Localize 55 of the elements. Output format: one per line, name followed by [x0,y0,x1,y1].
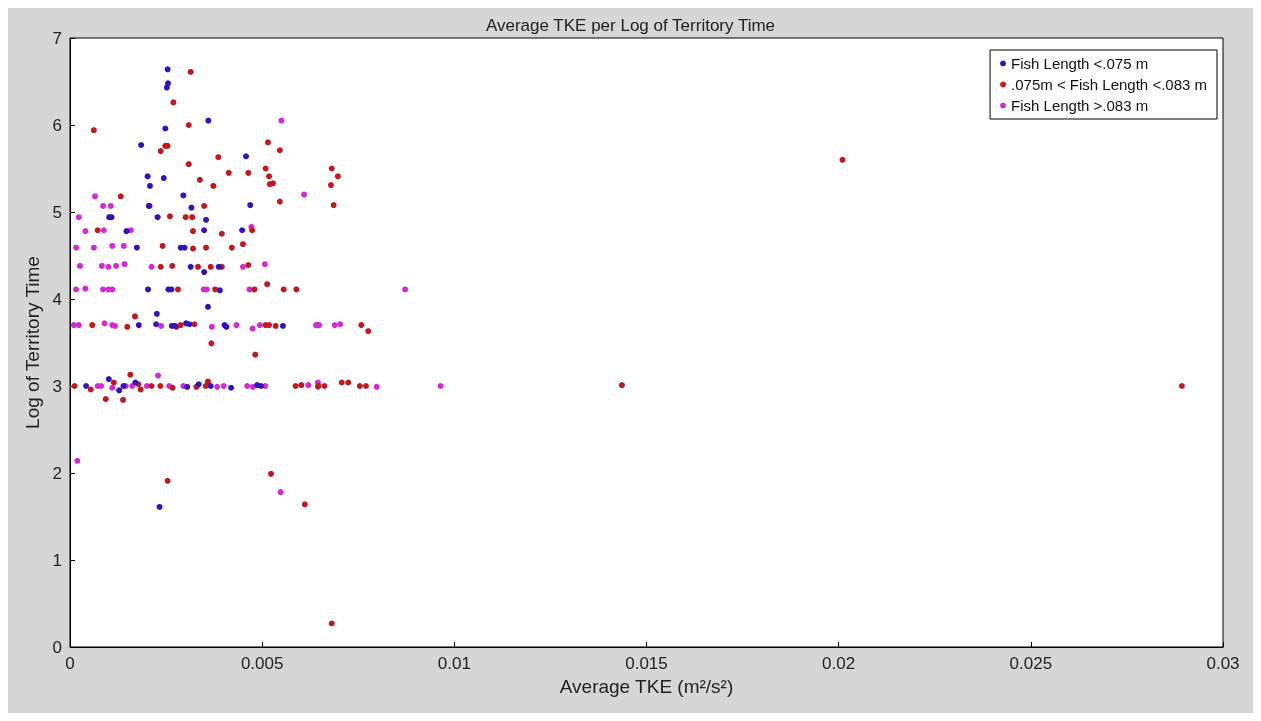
y-tick-label: 0 [52,637,62,657]
y-tick-label: 6 [52,115,62,135]
point [135,322,142,329]
point [146,182,153,189]
point [258,383,265,389]
point [205,117,212,124]
point [163,84,170,91]
point [187,263,194,270]
point [204,303,211,310]
y-axis-title: Log of Territory Time [21,256,43,429]
y-tick-label: 5 [52,202,62,222]
point [279,322,286,329]
point [160,175,167,182]
x-tick-label: 0.01 [437,654,471,673]
x-tick-label: 0.025 [1009,654,1053,673]
point [216,287,223,294]
y-tick-label: 2 [52,463,62,483]
point [228,384,235,391]
x-axis-title: Average TKE (m²/s²) [559,676,734,697]
y-tick-label: 7 [52,28,62,48]
chart-title: Average TKE per Log of Territory Time [485,16,776,35]
point [138,142,145,149]
point [105,376,112,383]
point [180,192,187,199]
y-tick-label: 1 [52,550,62,570]
point [207,383,214,389]
point [188,204,195,211]
point [145,286,152,293]
point [116,387,123,394]
y-tick-label: 4 [52,289,62,309]
legend-label: Fish Length >.083 m [1011,97,1149,114]
point [201,269,208,276]
point [83,383,90,389]
legend-label: .075m < Fish Length <.083 m [1011,76,1207,93]
point [154,214,161,221]
point [247,202,254,209]
point [153,321,160,328]
x-tick-label: 0.015 [625,654,668,673]
point [153,310,160,317]
point [203,216,210,223]
y-tick-label: 3 [52,376,62,396]
x-tick-label: 0.02 [822,654,856,673]
x-tick-label: 0.03 [1206,654,1240,673]
point [201,227,208,234]
point [144,173,151,180]
point [243,153,250,160]
point [133,244,140,251]
x-tick-label: 0.005 [240,654,284,673]
point [123,228,130,235]
point [164,66,171,73]
point [184,383,191,390]
point [156,503,163,510]
x-tick-label: 0 [65,654,75,673]
legend-label: Fish Length <.075 m [1011,55,1149,72]
point [239,227,246,234]
